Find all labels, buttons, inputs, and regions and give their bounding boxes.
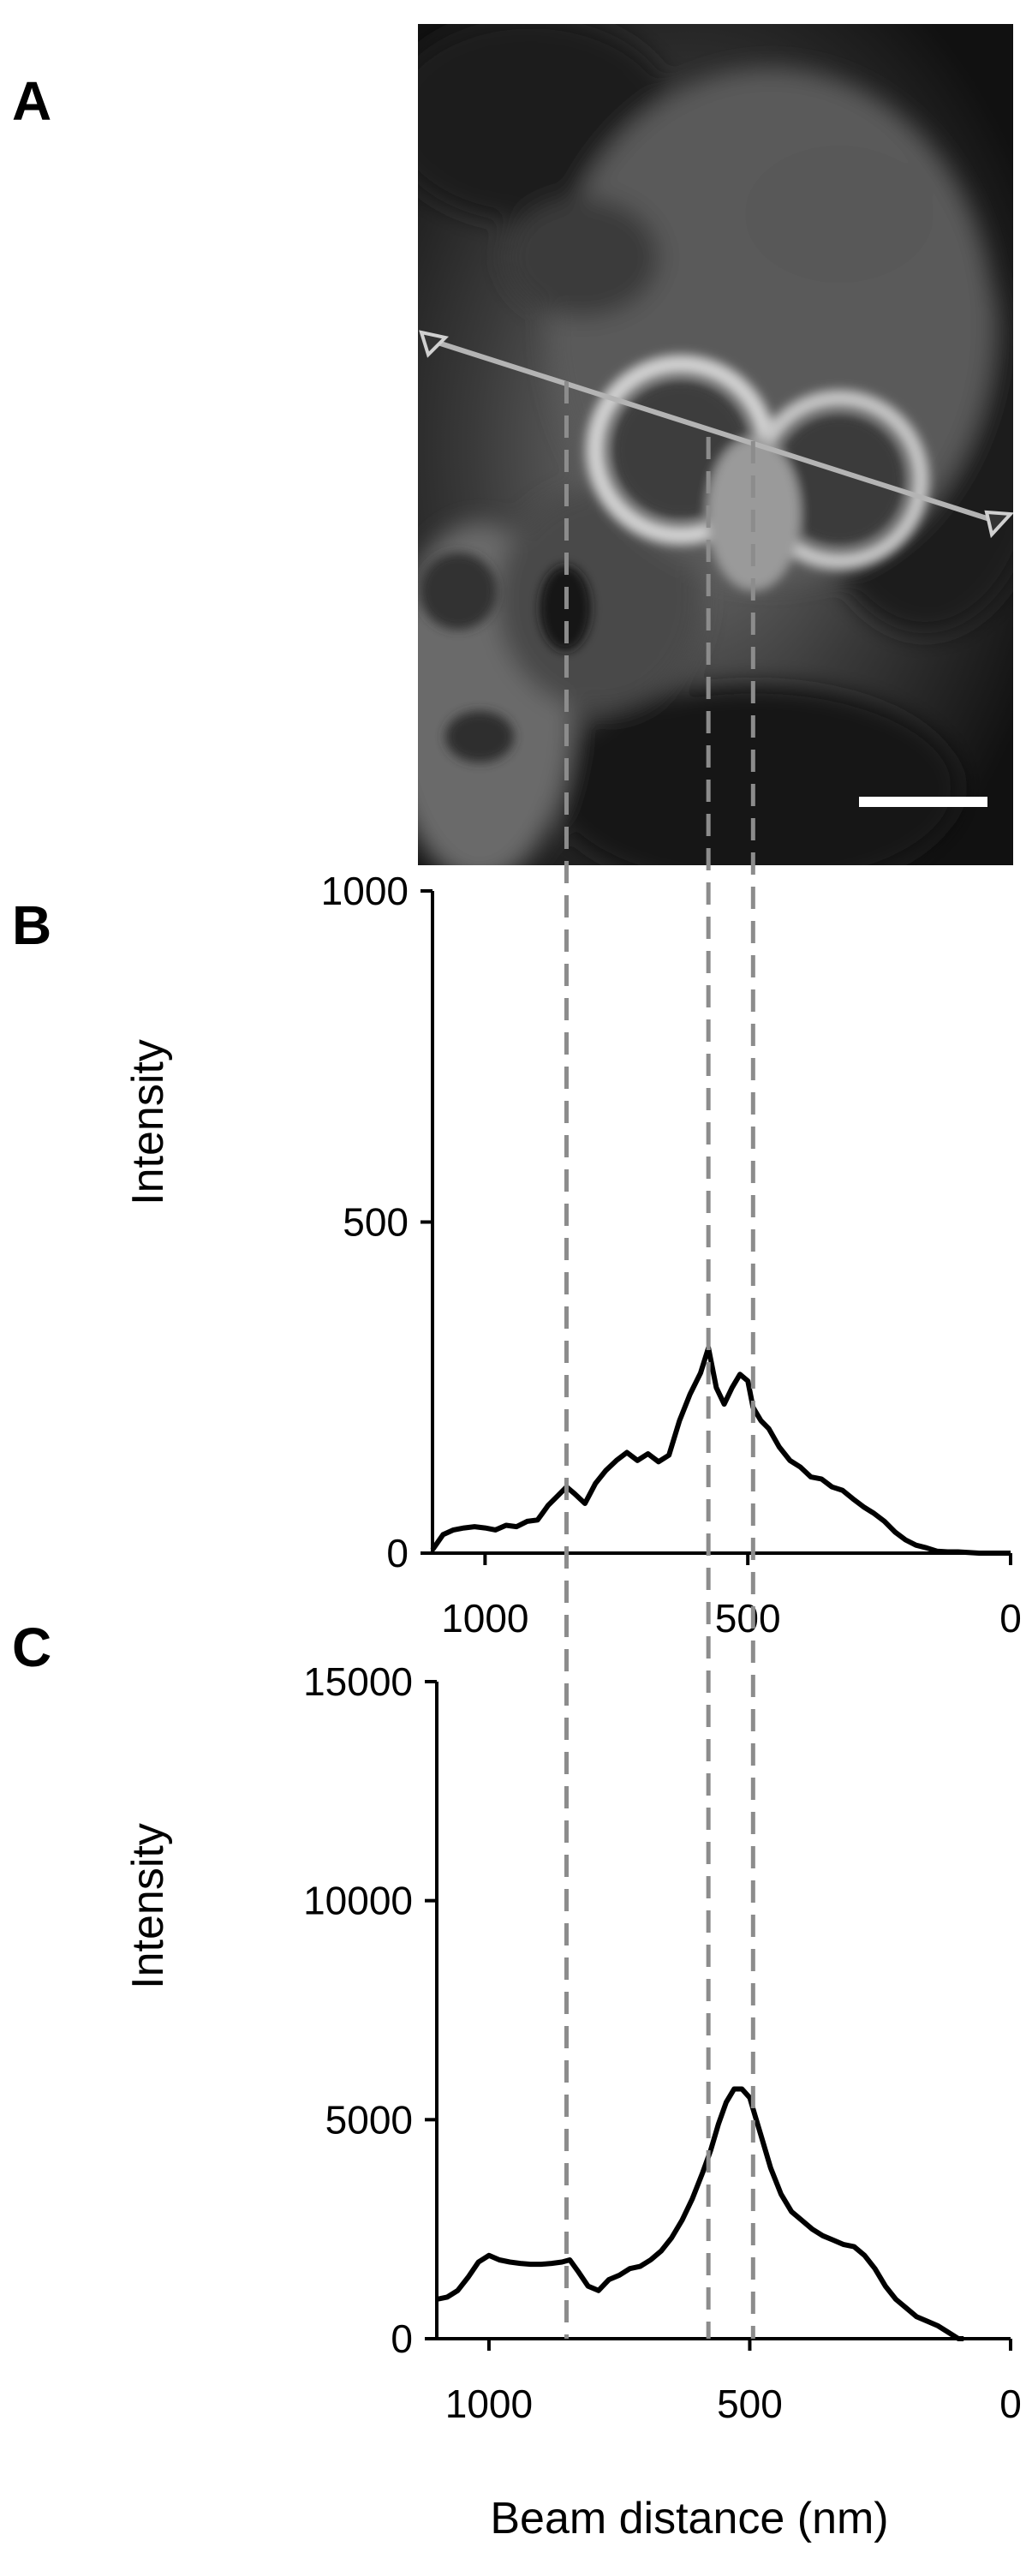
scan-end-marker — [984, 510, 1013, 539]
scan-start-marker — [419, 330, 450, 358]
chart-c-ytick-label: 5000 — [325, 2097, 413, 2142]
chart-c-ytick-label: 0 — [391, 2316, 413, 2361]
chart-c-series-line — [436, 2086, 964, 2341]
scan-line — [432, 338, 1001, 525]
chart-b-xtick-label: 1000 — [441, 1596, 528, 1641]
panel-letter-b: B — [12, 894, 51, 956]
panel-letter-c: C — [12, 1617, 51, 1678]
micrograph-image — [418, 24, 1013, 865]
chart-b: Intensity 0 500 1000 1000 500 0 — [123, 869, 1022, 1641]
panel-letter-a: A — [12, 70, 51, 132]
chart-b-ytick-label: 1000 — [321, 869, 409, 913]
chart-b-series-line — [430, 1345, 1011, 1556]
chart-c-y-axis-title: Intensity — [123, 1823, 173, 1989]
chart-c-ytick-label: 15000 — [303, 1659, 413, 1704]
chart-b-y-axis-title: Intensity — [123, 1039, 173, 1205]
chart-b-ytick-label: 0 — [386, 1531, 409, 1575]
chart-c-ytick-label: 10000 — [303, 1879, 413, 1923]
chart-c-xtick-label: 0 — [999, 2382, 1022, 2426]
chart-c-xtick-label: 500 — [717, 2382, 783, 2426]
chart-b-ytick-label: 500 — [343, 1200, 409, 1245]
scale-bar — [859, 797, 987, 807]
x-axis-title: Beam distance (nm) — [490, 2494, 888, 2543]
chart-b-xtick-label: 500 — [715, 1596, 781, 1641]
chart-b-xtick-label: 0 — [999, 1596, 1022, 1641]
chart-c-xtick-label: 1000 — [445, 2382, 533, 2426]
